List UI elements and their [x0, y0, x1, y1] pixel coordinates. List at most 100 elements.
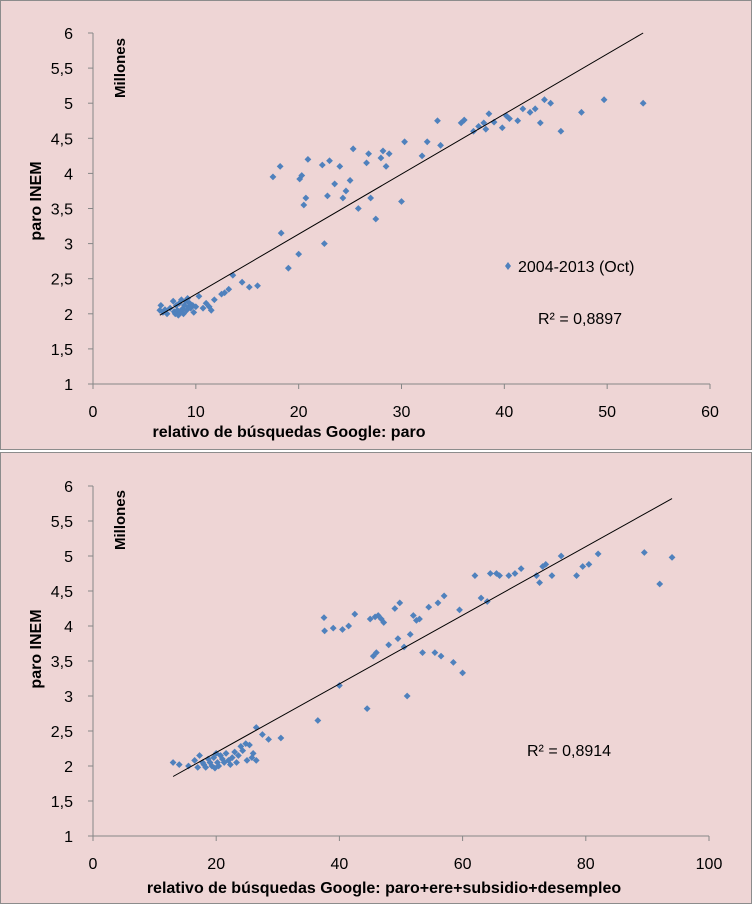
data-point — [192, 303, 200, 311]
data-point — [298, 172, 306, 179]
data-point — [573, 572, 580, 579]
data-point — [367, 194, 375, 202]
data-point — [276, 162, 284, 170]
data-point — [252, 757, 260, 764]
data-point — [182, 297, 189, 305]
y-tick-label: 4,5 — [51, 584, 73, 601]
y-tick-label: 2 — [64, 307, 73, 324]
data-point — [265, 736, 272, 743]
data-point — [252, 724, 260, 731]
data-point — [548, 572, 556, 579]
data-point — [385, 150, 393, 158]
data-point — [372, 649, 380, 656]
data-point — [398, 198, 405, 205]
data-point — [505, 572, 513, 579]
data-point — [585, 561, 593, 568]
y-tick-label: 6 — [64, 479, 73, 496]
data-point — [234, 752, 242, 759]
x-tick-label: 30 — [393, 404, 411, 421]
y-tick-label: 1 — [64, 829, 73, 846]
data-point — [496, 572, 503, 579]
y-tick-label: 5 — [64, 549, 73, 566]
data-point — [354, 205, 362, 212]
y-axis-title: paro INEM — [28, 161, 45, 240]
data-point — [221, 289, 229, 297]
data-point — [277, 229, 285, 237]
y-tick-label: 2,5 — [51, 724, 73, 741]
data-point — [249, 750, 257, 757]
y-tick-label: 2,5 — [51, 272, 73, 289]
x-tick-label: 0 — [89, 856, 98, 873]
data-point — [336, 682, 343, 689]
data-point — [542, 561, 550, 568]
data-point — [169, 759, 177, 766]
data-point — [419, 649, 426, 656]
data-point — [668, 554, 676, 561]
data-point — [406, 631, 414, 638]
y-tick-label: 3 — [64, 237, 73, 254]
data-point — [391, 605, 399, 612]
data-point — [437, 652, 445, 660]
data-point — [349, 145, 357, 153]
data-point — [296, 175, 304, 183]
y-axis-unit-label: Millones — [112, 490, 129, 550]
data-point — [449, 659, 457, 666]
data-point — [186, 299, 194, 307]
data-point — [372, 215, 380, 223]
scatter-chart-bottom: 11,522,533,544,555,560 20 40 60 80 100 relati… — [28, 479, 723, 897]
data-point — [600, 96, 608, 104]
data-point — [318, 161, 326, 169]
data-point — [269, 173, 277, 181]
data-point — [351, 610, 359, 618]
y-tick-label: 3,5 — [51, 202, 73, 219]
data-point — [526, 108, 534, 116]
data-point — [578, 108, 585, 116]
data-point — [519, 105, 527, 113]
data-point — [539, 563, 547, 570]
data-point — [304, 155, 312, 163]
y-tick-label: 1,5 — [51, 794, 73, 811]
data-point — [331, 180, 339, 188]
data-point — [320, 614, 328, 621]
y-tick-label: 4 — [64, 166, 73, 183]
data-point — [365, 150, 372, 158]
data-point — [194, 764, 202, 771]
data-point — [423, 138, 431, 146]
data-point — [302, 194, 310, 202]
data-point — [579, 563, 587, 570]
data-point — [222, 750, 230, 757]
data-point — [459, 669, 466, 677]
data-point — [185, 762, 192, 770]
data-point — [594, 550, 602, 558]
scatter-chart-top: 11,522,533,544,555,560 10 20 30 40 50 60 relat… — [28, 26, 719, 441]
data-point — [314, 717, 322, 724]
y-tick-label: 1 — [64, 377, 73, 394]
data-point — [536, 579, 543, 586]
y-tick-label: 5 — [64, 96, 73, 113]
data-point — [243, 757, 251, 764]
data-point — [485, 110, 493, 118]
x-tick-label: 50 — [598, 404, 616, 421]
legend-label: 2004-2013 (Oct) — [518, 259, 635, 276]
data-point — [506, 115, 513, 123]
data-point — [517, 565, 525, 572]
data-point — [425, 603, 433, 611]
data-point — [339, 194, 347, 202]
data-point — [374, 612, 382, 619]
data-point — [486, 570, 494, 577]
x-tick-label: 100 — [696, 856, 723, 873]
data-point — [239, 747, 247, 754]
data-point — [210, 296, 218, 304]
y-tick-label: 2 — [64, 759, 73, 776]
data-point — [284, 264, 292, 272]
data-point — [277, 734, 285, 742]
data-point — [382, 162, 390, 170]
data-point — [259, 731, 266, 738]
data-point — [245, 283, 253, 291]
data-point — [220, 759, 228, 766]
data-point — [157, 301, 165, 309]
trendline — [172, 498, 673, 777]
x-axis-title: relativo de búsquedas Google: paro — [153, 424, 426, 441]
data-point — [159, 308, 167, 316]
data-point — [254, 282, 261, 290]
